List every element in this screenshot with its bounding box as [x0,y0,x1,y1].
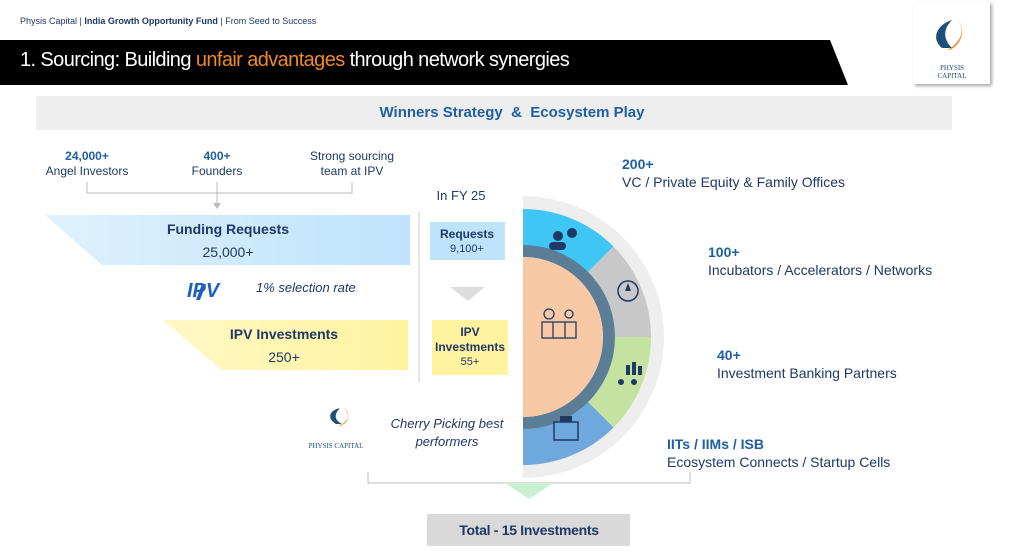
eco-label: VC / Private Equity & Family Offices [622,174,846,190]
physis-icon [330,408,342,424]
source-value: 400+ [203,149,231,163]
title-text: through network synergies [344,49,570,71]
slide-title: 1. Sourcing: Building unfair advantages … [20,49,570,72]
total-box [427,514,630,546]
physis-icon [338,408,349,426]
wheel-segment [523,257,603,417]
arrow [505,483,553,499]
cherry-picking: Cherry Picking best performers [391,415,504,451]
breadcrumb: Physis Capital | India Growth Opportunit… [20,16,316,26]
requests-shape [45,215,410,265]
logo-icon [948,20,963,50]
source-line: team at IPV [320,164,384,178]
label: IPV [460,325,480,339]
ecosystem-item: 100+ Incubators / Accelerators / Networks [708,243,932,279]
eco-label: Ecosystem Connects / Startup Cells [667,454,891,470]
value: 55+ [460,356,480,368]
title-bar [0,40,848,85]
fy-investments: IPV Investments 55+ [435,325,505,370]
investments-value: 250+ [268,349,300,365]
value: 9,100+ [450,243,484,255]
icons [541,228,642,441]
arrow [213,203,221,209]
fy-requests: Requests 9,100+ [440,227,494,257]
label: Investments [434,340,506,354]
ecosystem-wheel [523,196,664,478]
fy-investments-box [432,320,508,375]
eco-value: 200+ [622,156,654,172]
wheel-segment [523,400,614,465]
eco-value: IITs / IIMs / ISB [667,436,764,452]
fy-requests-box [430,222,505,260]
separator: | [220,16,223,26]
source: 400+ Founders [192,149,243,179]
separator: | [79,16,82,26]
ecosystem-item: IITs / IIMs / ISB Ecosystem Connects / St… [667,435,890,471]
selection-rate: 1% selection rate [256,280,356,295]
source-line: Strong sourcing [309,149,395,163]
wheel-segment [523,245,615,429]
banner: Winners Strategy & Ecosystem Play [379,104,645,121]
fy-title: In FY 25 [436,188,486,203]
investments-shape [162,320,408,370]
logo-line: PHYSIS [939,64,965,72]
wheel-segment [523,209,614,274]
title-text: 1. Sourcing: Building [20,49,196,71]
text-line: Cherry Picking best [390,416,504,431]
arrow [450,287,485,301]
logo-icon [936,20,952,48]
label: Requests [439,227,495,241]
breadcrumb-item: Physis Capital [20,16,78,26]
eco-label: Investment Banking Partners [717,365,897,381]
logo-text: PHYSIS CAPITAL [938,64,967,80]
banner-bg [36,96,952,130]
eco-label: Incubators / Accelerators / Networks [708,262,933,278]
physis-logo: PHYSIS CAPITAL [308,442,364,450]
sources-bracket [86,182,353,205]
ecosystem-item: 40+ Investment Banking Partners [717,346,897,382]
source: Strong sourcing team at IPV [310,149,394,179]
text-line: performers [415,434,479,449]
ecosystem-item: 200+ VC / Private Equity & Family Offices [622,155,845,191]
eco-value: 100+ [708,244,740,260]
ipv-logo: IPV [187,280,220,302]
source-label: Founders [191,164,243,178]
source: 24,000+ Angel Investors [46,149,129,179]
logo-line: CAPITAL [937,72,967,80]
wheel-segment [586,246,651,337]
eco-value: 40+ [717,347,741,363]
logo-box [913,2,990,84]
total: Total - 15 Investments [459,522,599,538]
source-label: Angel Investors [45,164,129,178]
requests-value: 25,000+ [202,244,254,260]
title-highlight: unfair advantages [195,49,345,71]
breadcrumb-item: India Growth Opportunity Fund [84,16,218,26]
investments-label: IPV Investments [229,326,339,342]
ipv-icon [196,284,206,300]
breadcrumb-item: From Seed to Success [225,16,317,26]
source-value: 24,000+ [65,149,109,163]
requests-label: Funding Requests [166,221,290,237]
